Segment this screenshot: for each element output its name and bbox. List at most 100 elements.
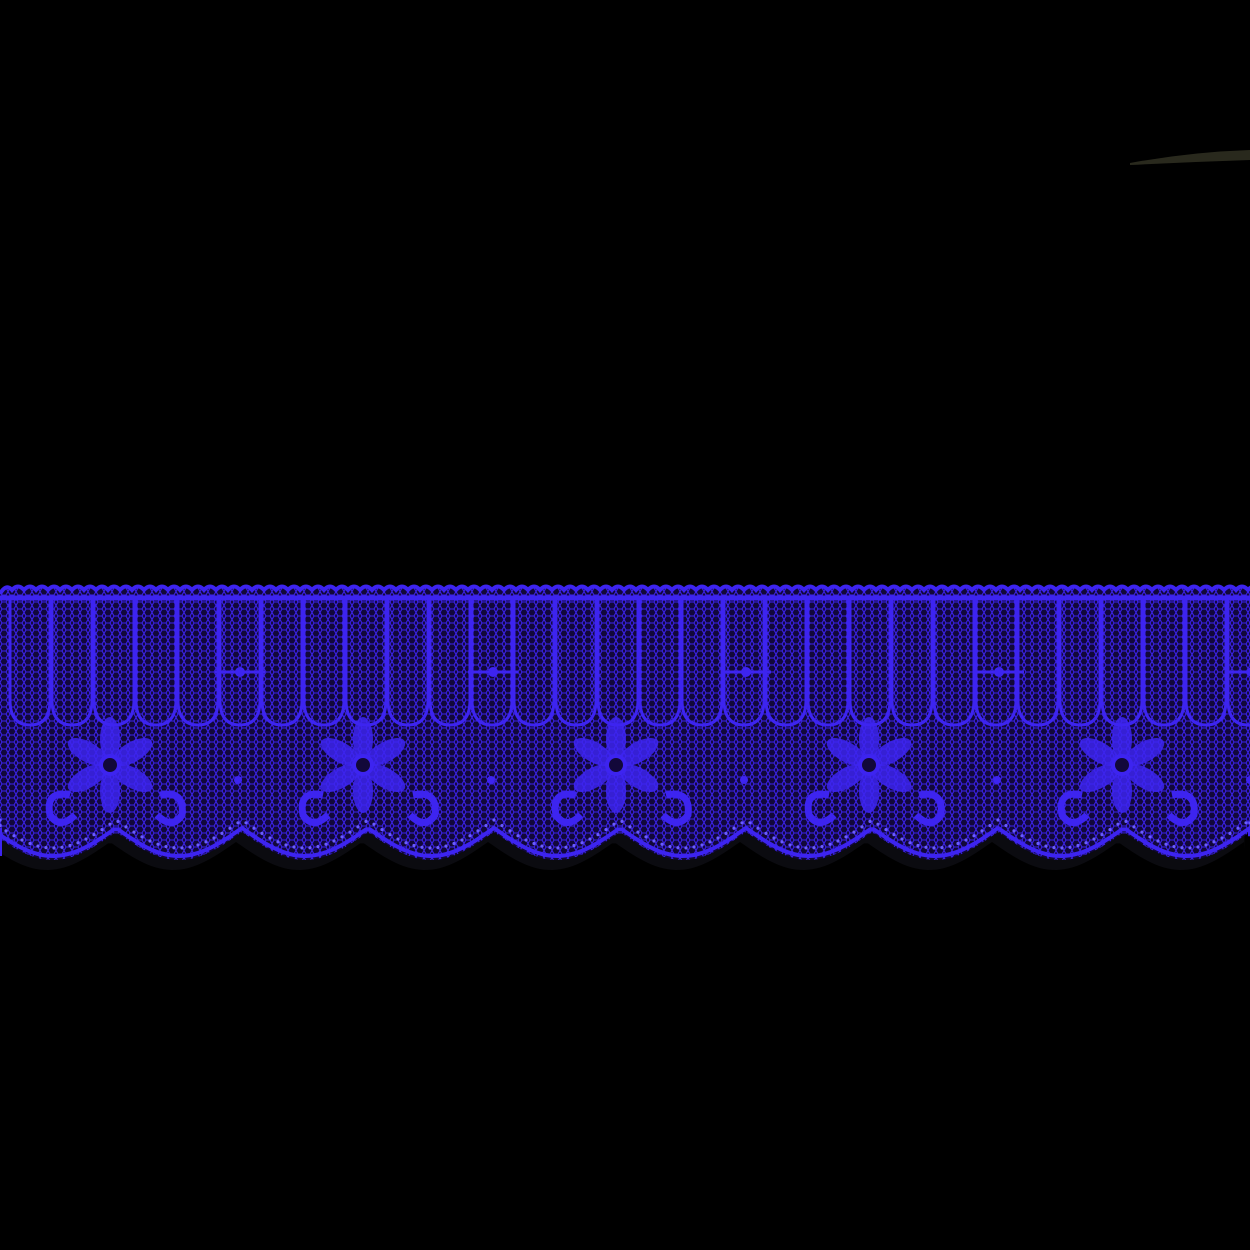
- petal: [1112, 717, 1132, 761]
- rim-dot: [724, 831, 728, 835]
- swirl: [913, 790, 945, 826]
- rim-dot: [1100, 833, 1104, 837]
- rim-dot: [1148, 835, 1152, 839]
- petal: [1124, 738, 1165, 766]
- rim-dot: [764, 831, 768, 835]
- rim-dot: [1132, 825, 1136, 829]
- rim-dot: [1092, 837, 1096, 841]
- lace-bar: [1226, 600, 1250, 727]
- rim-dot: [1204, 843, 1208, 847]
- rim-dot: [156, 842, 160, 846]
- rim-dot: [996, 818, 1000, 822]
- rim-dot: [452, 841, 456, 846]
- swirl: [407, 790, 439, 826]
- rim-dot: [1248, 821, 1250, 825]
- rim-dot: [476, 829, 480, 833]
- lace-flower: [298, 667, 518, 826]
- lace-flower: [551, 667, 771, 826]
- rim-dot: [388, 833, 392, 837]
- petal: [606, 769, 626, 813]
- rim-dot: [836, 839, 840, 843]
- rim-dot: [756, 826, 760, 830]
- petal: [67, 738, 108, 766]
- rim-dot: [1028, 838, 1032, 842]
- rim-dot: [28, 841, 32, 846]
- rim-dot: [332, 839, 336, 843]
- rim-dot: [372, 822, 376, 826]
- rim-dot: [1156, 839, 1160, 843]
- rim-dot: [116, 819, 120, 823]
- rim-dot: [180, 846, 184, 850]
- rim-dot: [508, 829, 512, 833]
- petal: [112, 764, 153, 793]
- rim-dot: [748, 821, 752, 825]
- lace-bar: [1184, 600, 1228, 727]
- petal: [1124, 764, 1165, 792]
- rim-dot: [540, 844, 544, 848]
- rim-dot: [12, 834, 16, 838]
- flower-center: [99, 754, 121, 776]
- rim-dot: [236, 821, 240, 825]
- flower-center: [352, 754, 374, 776]
- lace-bar: [638, 600, 682, 727]
- rim-dot: [92, 833, 96, 837]
- rim-dot: [260, 831, 264, 835]
- rim-dot: [516, 834, 520, 838]
- rim-dot: [892, 833, 896, 837]
- speckle: [1130, 150, 1250, 165]
- rim-dot: [244, 821, 248, 825]
- petal: [871, 738, 912, 766]
- rim-dot: [700, 843, 704, 847]
- swirl: [660, 790, 692, 826]
- rim-dot: [204, 840, 208, 844]
- rim-dot: [772, 836, 776, 840]
- petal: [859, 717, 879, 761]
- lace-bar: [512, 600, 556, 727]
- rim-dot: [940, 845, 944, 850]
- rim-dot: [828, 842, 832, 846]
- rim-dot: [732, 826, 736, 830]
- lace-bar: [302, 600, 346, 727]
- rim-dot: [644, 835, 648, 839]
- rim-dot: [108, 822, 112, 826]
- rim-dot: [36, 844, 40, 848]
- flower-center: [1111, 754, 1133, 776]
- rim-dot: [708, 840, 712, 844]
- rim-dot: [340, 835, 344, 839]
- lace-bar: [806, 600, 850, 727]
- rim-dot: [788, 843, 792, 847]
- rim-dot: [716, 836, 720, 840]
- rim-dot: [1124, 819, 1128, 823]
- rim-dot: [532, 841, 536, 846]
- rim-dot: [740, 821, 744, 825]
- rim-dot: [1172, 844, 1176, 849]
- rim-dot: [172, 846, 176, 850]
- rim-dot: [60, 845, 64, 849]
- rim-dot: [860, 825, 864, 829]
- rim-dot: [572, 843, 576, 848]
- rim-dot: [444, 844, 448, 848]
- petal: [826, 764, 867, 792]
- lace-bar: [386, 600, 430, 727]
- rim-dot: [1068, 845, 1072, 849]
- rim-dot: [20, 838, 24, 842]
- rim-dot: [492, 818, 496, 822]
- swirl: [298, 790, 331, 826]
- rim-dot: [1060, 846, 1064, 850]
- lace-bar: [50, 600, 94, 727]
- rim-dot: [588, 837, 592, 841]
- rim-dot: [796, 845, 800, 849]
- rim-dot: [484, 823, 488, 828]
- petal: [353, 717, 373, 761]
- rim-dot: [148, 839, 152, 843]
- rim-dot: [1036, 841, 1040, 846]
- rim-dot: [868, 819, 872, 823]
- swirl: [551, 790, 584, 826]
- rim-dot: [1196, 845, 1200, 849]
- rim-dot: [404, 841, 408, 845]
- dot: [1246, 776, 1250, 784]
- rim-dot: [300, 846, 304, 850]
- rim-dot: [0, 818, 2, 822]
- rim-dot: [316, 844, 320, 849]
- petal: [365, 738, 406, 766]
